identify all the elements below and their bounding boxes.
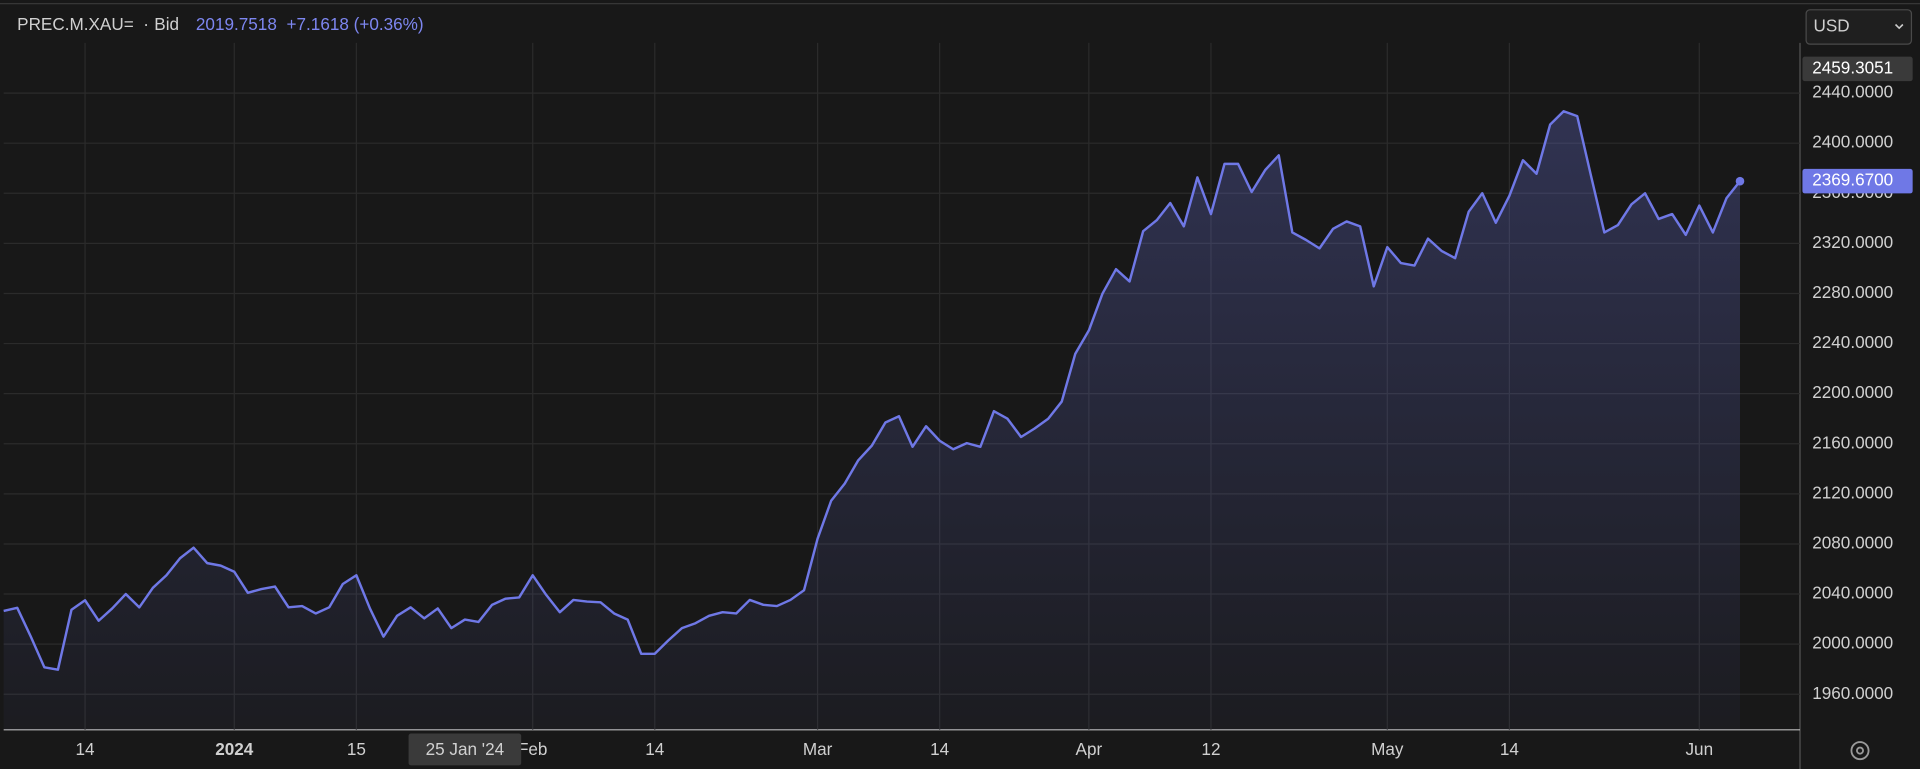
crosshair-date-box [408,733,522,766]
crosshair-price-box [1802,56,1913,82]
y-tick-label: 2400.0000 [1812,132,1893,152]
x-tick-label: Mar [803,739,833,759]
y-tick-label: 2120.0000 [1812,482,1893,502]
last-value-box [1802,168,1913,194]
y-tick-label: 2280.0000 [1812,282,1893,302]
line [3,110,1741,671]
settings-icon[interactable] [1850,741,1870,761]
x-tick-label: 14 [76,739,96,759]
y-tick-label: 2320.0000 [1812,232,1893,252]
x-tick-label: 14 [930,739,950,759]
currency-box[interactable] [1805,9,1913,45]
quote-change: +7.1618 (+0.36%) [287,14,424,34]
crosshair-date-label: 25 Jan '24 [426,739,505,759]
labels: 1960.0000 2000.0000 2040.0000 2080.0000 2120… [76,56,1913,766]
series-name: Bid [154,14,179,34]
currency-label[interactable]: USD [1813,15,1849,35]
y-tick-label: 1960.0000 [1812,683,1893,703]
x-tick-label: 12 [1201,739,1220,759]
last-value-label: 2369.6700 [1812,170,1893,190]
y-tick-label: 2240.0000 [1812,332,1893,352]
y-tick-label: 2200.0000 [1812,382,1893,402]
y-tick-label: 2000.0000 [1812,633,1893,653]
crosshair-price-label: 2459.3051 [1812,57,1893,77]
x-tick-label: Jun [1685,739,1713,759]
x-tick-label: 15 [347,739,366,759]
dropdown-arrow[interactable] [1894,23,1904,30]
currency-select[interactable]: USD [1805,9,1913,45]
last-point [1735,176,1745,186]
x-tick-label: May [1371,739,1404,759]
x-tick-label: Feb [518,739,548,759]
quote-price: 2019.7518 [196,14,277,34]
area [3,111,1741,730]
gear-inner[interactable] [1856,746,1864,755]
separator: · [143,14,149,34]
x-tick-label: Apr [1076,739,1103,759]
plot [3,110,1745,730]
symbol: PREC.M.XAU= [17,14,134,34]
y-tick-label: 2160.0000 [1812,432,1893,452]
x-tick-label: 14 [645,739,665,759]
y-tick-label: 2040.0000 [1812,583,1893,603]
gear-outer[interactable] [1850,741,1870,761]
y-tick-label: 2080.0000 [1812,532,1893,552]
x-tick-label: 14 [1500,739,1520,759]
y-tick-label: 2440.0000 [1812,82,1893,102]
x-tick-label: 2024 [215,739,254,759]
